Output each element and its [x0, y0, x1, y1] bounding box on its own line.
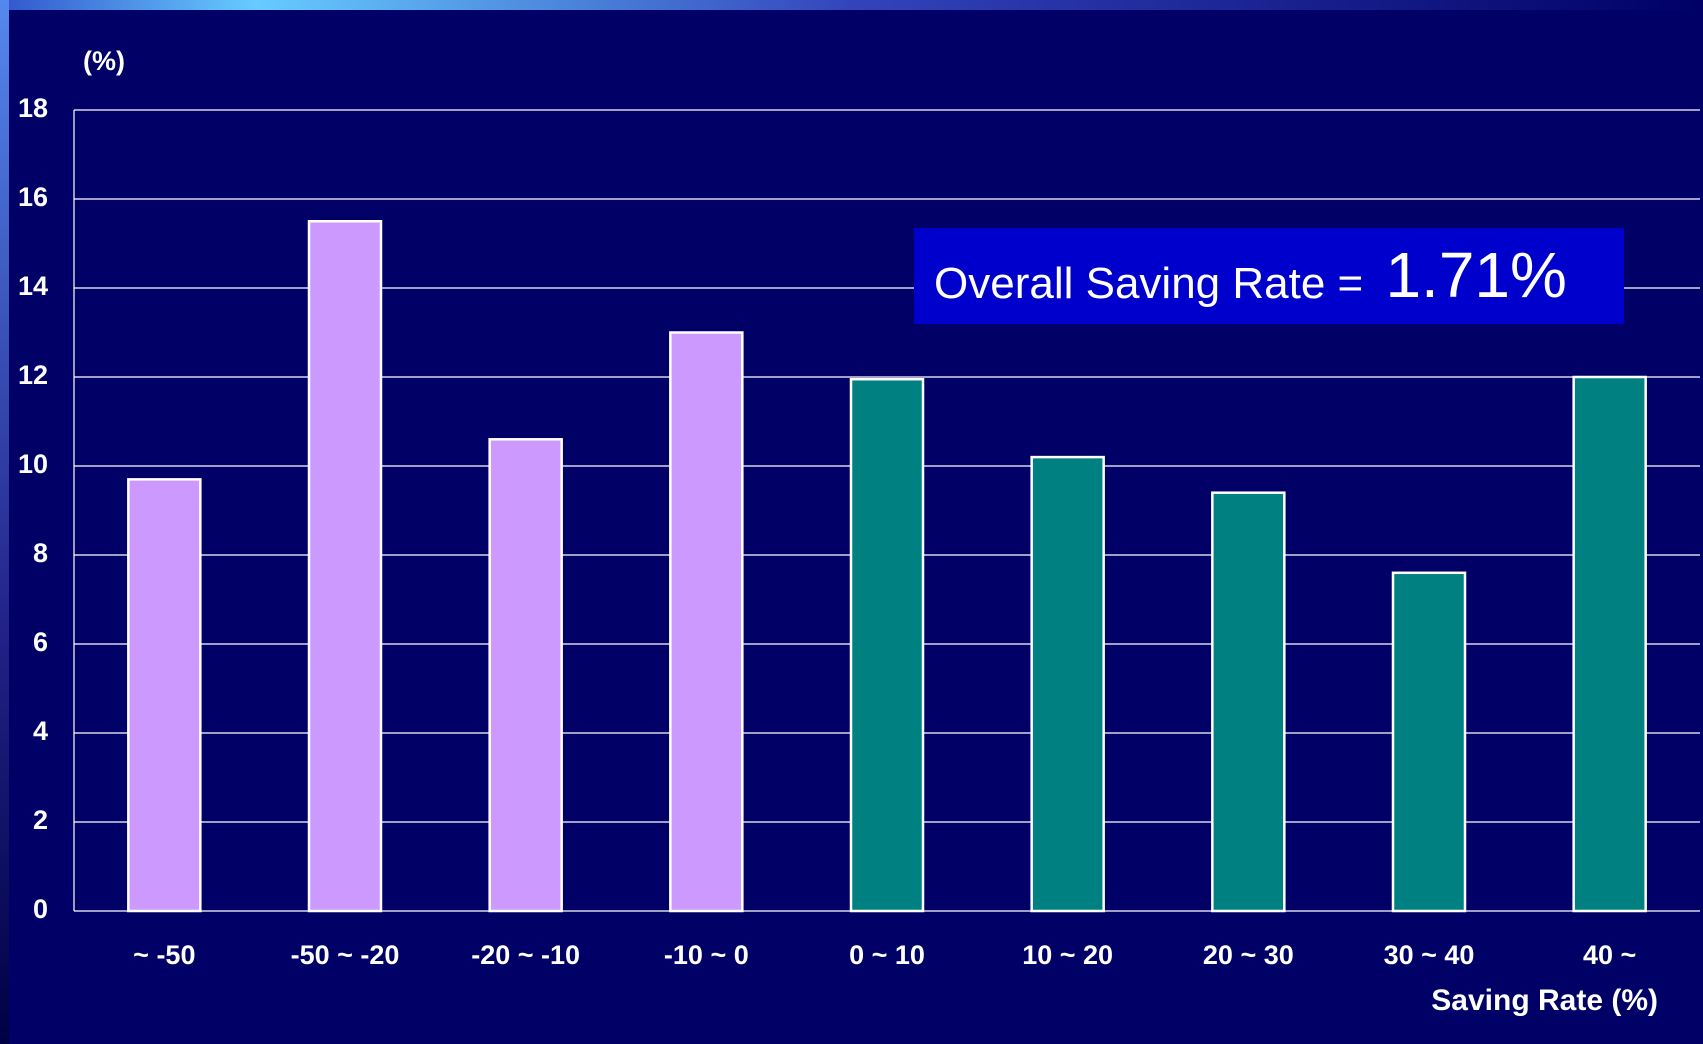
x-tick-label: 40 ~	[1583, 940, 1636, 970]
x-tick-label: ~ -50	[133, 940, 195, 970]
bar	[1572, 375, 1647, 913]
bar	[669, 331, 744, 913]
x-tick-label: -50 ~ -20	[291, 940, 400, 970]
y-tick-label: 0	[33, 894, 48, 924]
y-tick-label: 18	[18, 93, 48, 123]
y-tick-label: 12	[18, 360, 48, 390]
bar	[1391, 571, 1467, 913]
y-tick-label: 2	[33, 805, 48, 835]
y-tick-label: 14	[18, 271, 48, 301]
left-strip	[0, 0, 9, 1044]
y-tick-label: 16	[18, 182, 48, 212]
y-tick-label: 4	[33, 716, 48, 746]
annotation-text: Overall Saving Rate =	[934, 259, 1363, 308]
bars	[127, 220, 1647, 913]
annotation-value: 1.71%	[1385, 239, 1566, 311]
x-axis-label: Saving Rate (%)	[1431, 984, 1658, 1017]
x-tick-label: 0 ~ 10	[849, 940, 925, 970]
bar	[127, 478, 202, 913]
bar	[1030, 455, 1105, 913]
x-tick-label: 20 ~ 30	[1203, 940, 1294, 970]
annotation: Overall Saving Rate = 1.71%	[934, 239, 1567, 311]
y-tick-label: 8	[33, 538, 48, 568]
y-axis-label: (%)	[83, 46, 125, 76]
bar	[307, 220, 383, 913]
x-tick-label: -20 ~ -10	[471, 940, 580, 970]
bar	[488, 438, 563, 913]
bar	[849, 377, 925, 913]
x-tick-label: 10 ~ 20	[1022, 940, 1113, 970]
annotation-box	[914, 228, 1624, 324]
top-strip	[0, 0, 1703, 10]
x-tick-label: 30 ~ 40	[1384, 940, 1475, 970]
y-tick-label: 10	[18, 449, 48, 479]
x-tick-label: -10 ~ 0	[664, 940, 749, 970]
y-tick-label: 6	[33, 627, 48, 657]
bar	[1211, 491, 1286, 913]
